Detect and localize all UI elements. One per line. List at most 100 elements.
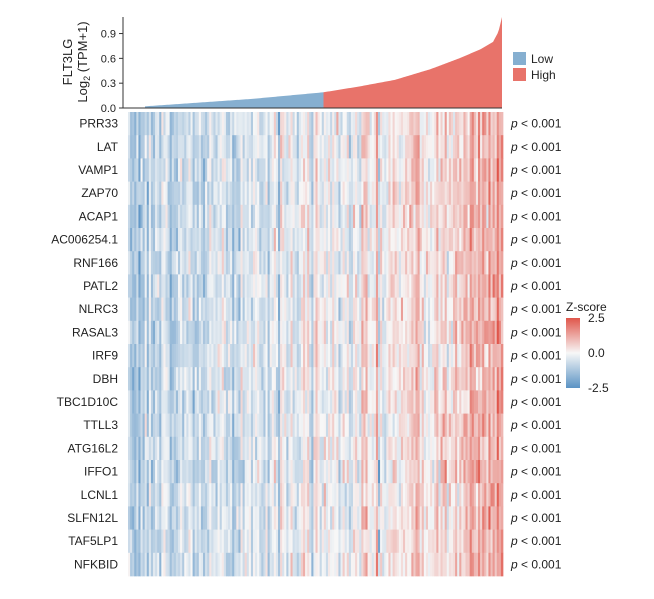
heatmap-cell xyxy=(294,413,298,438)
heatmap-cell xyxy=(221,552,225,577)
heatmap-cell xyxy=(286,297,289,322)
heatmap-cell xyxy=(407,158,410,182)
heatmap-cell xyxy=(375,390,379,414)
heatmap-cell xyxy=(167,529,171,554)
heatmap-cell xyxy=(450,483,454,507)
heatmap-cell xyxy=(253,390,256,414)
heatmap-cell xyxy=(413,483,416,507)
heatmap-cell xyxy=(142,344,146,368)
heatmap-cell xyxy=(361,460,364,484)
heatmap-cell xyxy=(446,228,450,252)
heatmap-cell xyxy=(363,390,366,414)
heatmap-cell xyxy=(190,204,193,229)
heatmap-cell xyxy=(175,506,179,530)
heatmap-cell xyxy=(257,483,260,507)
heatmap-cell xyxy=(446,413,450,438)
heatmap-cell xyxy=(332,390,335,414)
heatmap-cell xyxy=(159,390,162,414)
heatmap-cell xyxy=(130,320,133,345)
heatmap-cell xyxy=(240,367,243,391)
heatmap-cell xyxy=(300,367,304,391)
heatmap-cell xyxy=(198,158,202,182)
heatmap-cell xyxy=(492,552,496,577)
heatmap-cell xyxy=(132,460,135,484)
heatmap-cell xyxy=(461,483,464,507)
heatmap-cell xyxy=(394,390,398,414)
heatmap-cell xyxy=(153,158,156,182)
heatmap-cell xyxy=(398,390,402,414)
heatmap-cell xyxy=(257,297,260,322)
heatmap-cell xyxy=(365,204,368,229)
heatmap-cell xyxy=(373,320,377,345)
heatmap-cell xyxy=(467,344,471,368)
heatmap-cell xyxy=(457,158,460,182)
heatmap-cell xyxy=(440,460,443,484)
heatmap-cell xyxy=(211,390,214,414)
heatmap-cell xyxy=(378,367,381,391)
heatmap-cell xyxy=(142,204,146,229)
heatmap-cell xyxy=(471,460,475,484)
heatmap-cell xyxy=(471,367,475,391)
heatmap-cell xyxy=(384,320,387,345)
heatmap-cell xyxy=(432,460,435,484)
heatmap-cell xyxy=(173,390,177,414)
heatmap-cell xyxy=(250,552,254,577)
heatmap-cell xyxy=(234,506,237,530)
heatmap-cell xyxy=(319,483,323,507)
heatmap-cell xyxy=(342,552,346,577)
heatmap-cell xyxy=(303,413,306,438)
heatmap-cell xyxy=(298,228,302,252)
heatmap-cell xyxy=(488,112,491,136)
heatmap-cell xyxy=(132,413,135,438)
heatmap-cell xyxy=(157,204,160,229)
heatmap-cell xyxy=(461,367,464,391)
heatmap-cell xyxy=(357,344,360,368)
heatmap-cell xyxy=(292,436,296,461)
heatmap-cell xyxy=(490,251,493,275)
heatmap-cell xyxy=(438,390,441,414)
heatmap-cell xyxy=(480,344,483,368)
heatmap-cell xyxy=(367,460,371,484)
heatmap-cell xyxy=(182,320,185,345)
heatmap-cell xyxy=(265,529,268,554)
heatmap-cell xyxy=(438,529,441,554)
heatmap-cell xyxy=(411,251,414,275)
heatmap-cell xyxy=(236,251,239,275)
heatmap-cell xyxy=(273,436,277,461)
heatmap-cell xyxy=(190,552,193,577)
heatmap-cell xyxy=(396,390,400,414)
heatmap-cell xyxy=(357,251,360,275)
heatmap-cell xyxy=(309,297,312,322)
heatmap-cell xyxy=(271,181,275,206)
heatmap-cell xyxy=(207,460,210,484)
heatmap-cell xyxy=(180,228,183,252)
heatmap-cell xyxy=(350,320,354,345)
heatmap-cell xyxy=(394,436,398,461)
heatmap-cell xyxy=(369,251,373,275)
heatmap-cell xyxy=(330,228,333,252)
heatmap-cell xyxy=(423,112,427,136)
heatmap-cell xyxy=(159,483,162,507)
heatmap-cell xyxy=(236,506,239,530)
heatmap-cell xyxy=(423,274,427,298)
heatmap-cell xyxy=(473,135,477,159)
heatmap-cell xyxy=(192,529,196,554)
heatmap-cell xyxy=(480,529,483,554)
heatmap-cell xyxy=(271,228,275,252)
heatmap-cell xyxy=(169,158,173,182)
heatmap-cell xyxy=(400,552,404,577)
heatmap-cell xyxy=(288,251,291,275)
heatmap-cell xyxy=(153,297,156,322)
heatmap-cell xyxy=(367,413,371,438)
heatmap-cell xyxy=(142,552,146,577)
heatmap-cell xyxy=(144,297,148,322)
heatmap-cell xyxy=(150,483,154,507)
heatmap-cell xyxy=(259,552,262,577)
heatmap-cell xyxy=(242,506,246,530)
p-value-label: p < 0.001 xyxy=(510,163,562,177)
heatmap-cell xyxy=(328,181,331,206)
heatmap-cell xyxy=(336,251,339,275)
heatmap-cell xyxy=(419,529,423,554)
heatmap-cell xyxy=(242,158,246,182)
heatmap-cell xyxy=(417,529,421,554)
